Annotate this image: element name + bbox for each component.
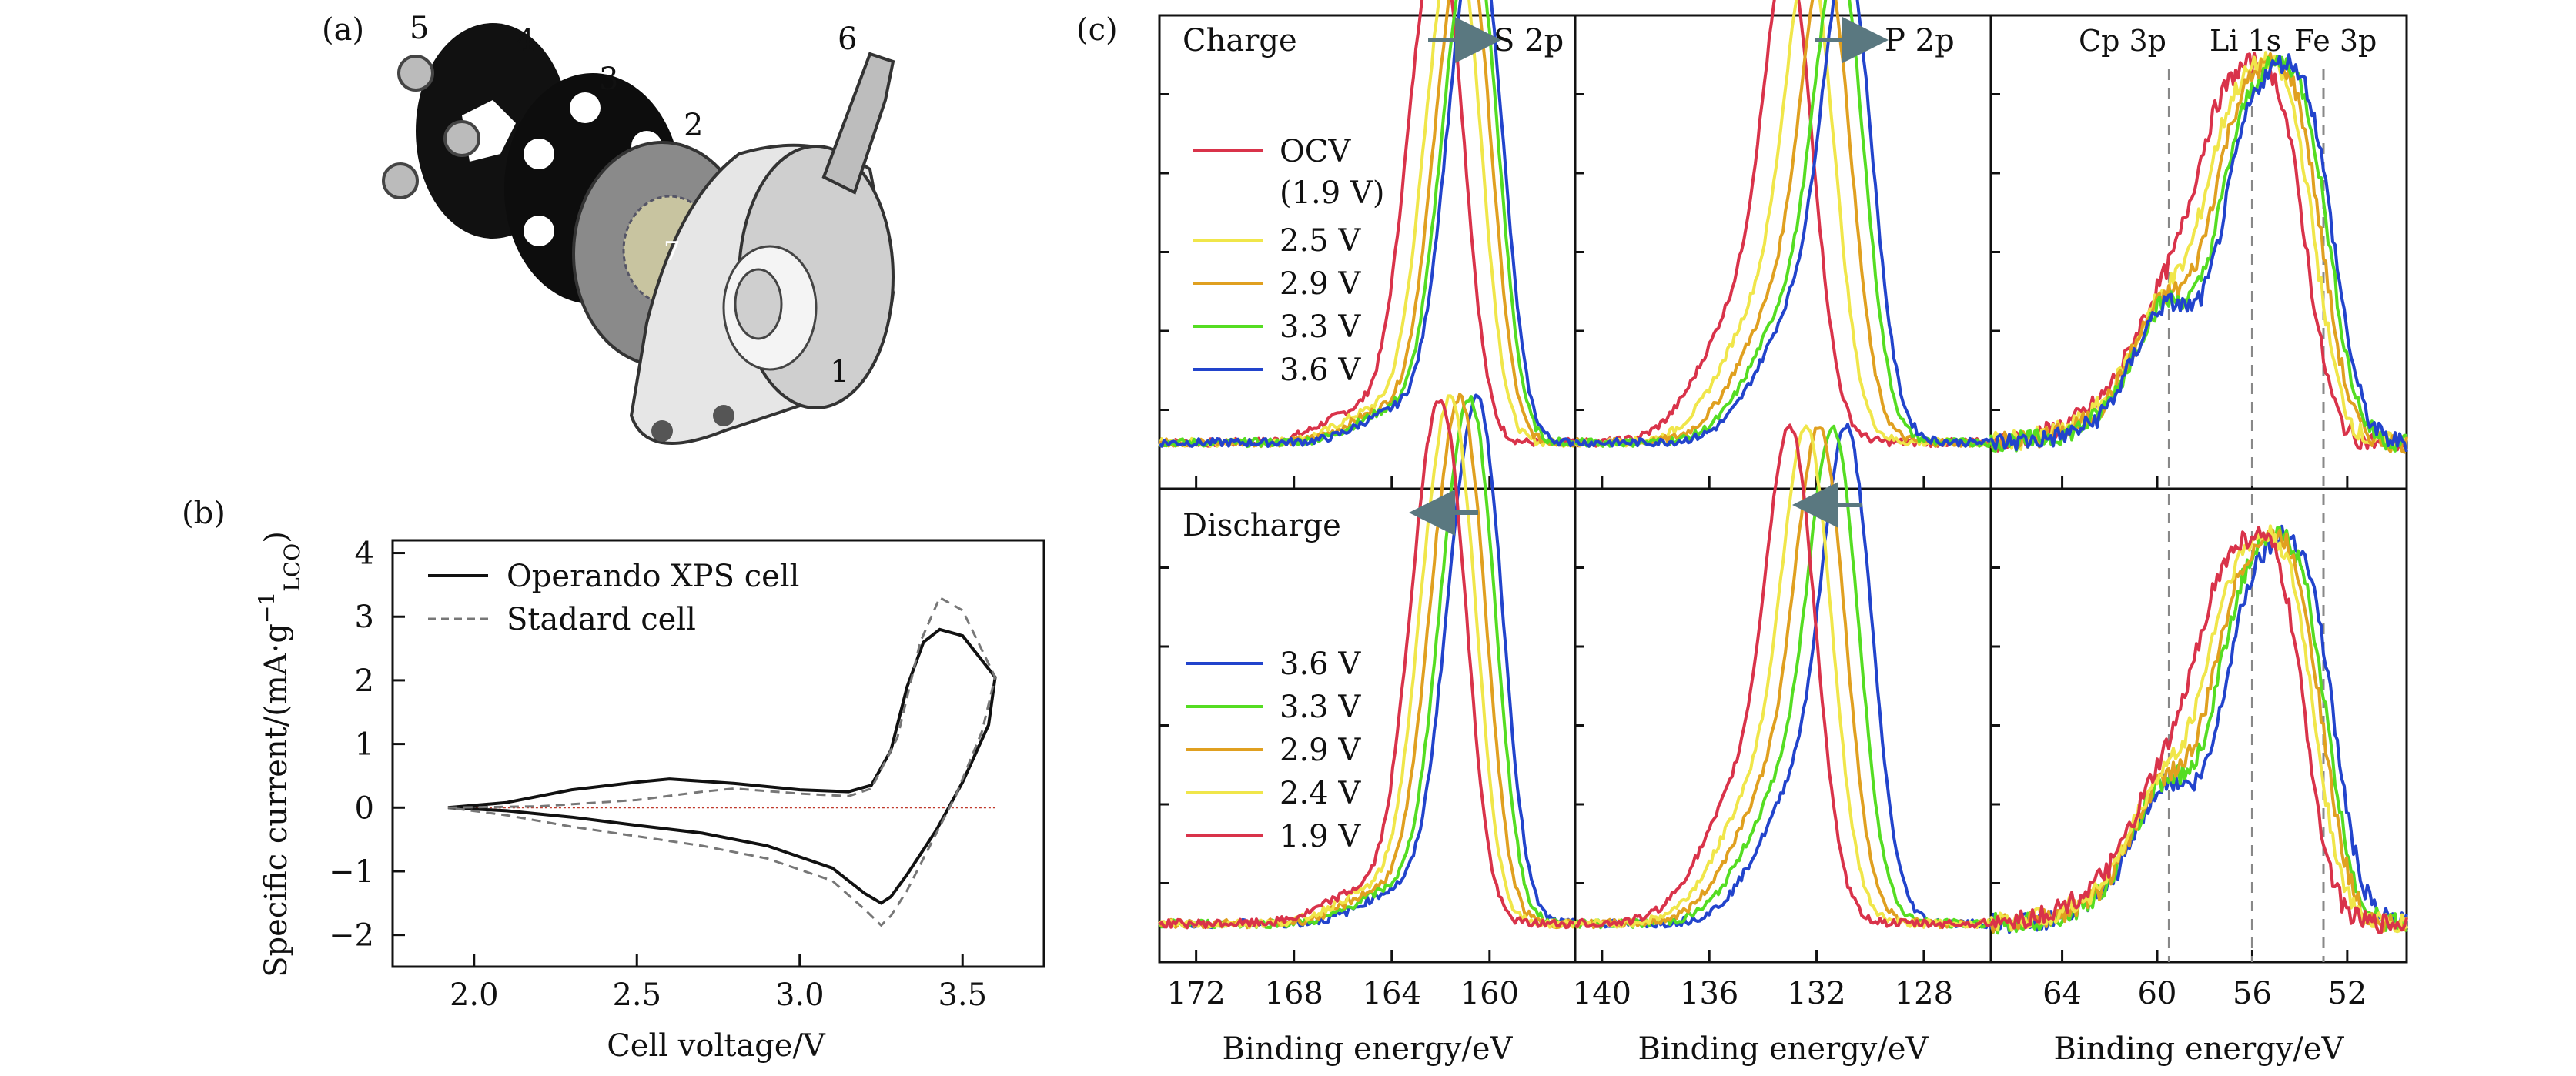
spectrum-discharge-s2p-24: [1159, 394, 1577, 929]
plot-b-ytick-label: 0: [355, 790, 374, 826]
spectrum-charge-s2p-36: [1158, 0, 1577, 448]
xlabel-fe3p: Binding energy/eV: [2054, 1031, 2345, 1067]
row-label-charge: Charge: [1183, 23, 1297, 58]
screw-1: [397, 55, 434, 92]
peak-label-s2p: S 2p: [1494, 23, 1564, 58]
panel-a: (a) 5 4: [322, 11, 895, 445]
plot-b-ytick-label: 4: [355, 536, 374, 572]
callout-7: 7: [664, 236, 681, 267]
callout-4: 4: [516, 23, 535, 58]
spectrum-charge-p2p-36: [1574, 0, 1992, 448]
plot-b-xlabel: Cell voltage/V: [607, 1028, 826, 1064]
plot-c-xtick-label: 172: [1166, 976, 1225, 1011]
ref-label-fe3p: Fe 3p: [2294, 24, 2377, 58]
plot-b-ylabel: Specific current/(mA·g−1LCO): [254, 531, 305, 977]
spectrum-discharge-p2p-29: [1574, 426, 1992, 930]
legend-discharge-1-9v: 1.9 V: [1280, 819, 1361, 854]
ref-label-li1s: Li 1s: [2210, 24, 2281, 58]
callout-1: 1: [830, 354, 849, 389]
panel-c: (c) 172 168 164 160 140 136 132 128 64 60 56 52 Cha…: [1076, 0, 2408, 1067]
spectrum-discharge-s2p-29: [1158, 393, 1577, 930]
spectrum-charge-s2p-33: [1159, 0, 1576, 449]
spectrum-charge-fe3p-29: [1989, 52, 2408, 454]
legend-discharge-3-3v: 3.3 V: [1280, 690, 1361, 725]
plot-b-ytick-label: 1: [355, 727, 374, 763]
legend-discharge: 3.6 V 3.3 V 2.9 V 2.4 V 1.9 V: [1186, 647, 1361, 854]
legend-discharge-3-6v: 3.6 V: [1280, 647, 1361, 682]
spectrum-discharge-fe3p-24: [1989, 524, 2408, 934]
plot-b-xtick-label: 2.0: [450, 977, 499, 1013]
plot-b-xtick-label: 3.0: [775, 977, 825, 1013]
callout-2: 2: [684, 108, 703, 143]
plot-b-xtick-label: 3.5: [938, 977, 987, 1013]
legend-charge-3-6v: 3.6 V: [1280, 353, 1361, 388]
plot-b-ytick-label: −1: [329, 854, 374, 890]
plot-c-xtick-label: 64: [2042, 976, 2082, 1011]
spectrum-discharge-p2p-19: [1574, 423, 1992, 930]
screw-3: [382, 162, 419, 199]
plot-b-ytick-label: 3: [355, 600, 374, 635]
ref-label-cp3p: Cp 3p: [2079, 24, 2166, 58]
spectrum-charge-fe3p-33: [1989, 55, 2407, 453]
callout-6: 6: [838, 22, 857, 57]
series-stadard-cell: [447, 596, 997, 927]
plot-c-spectra: [1158, 0, 2408, 935]
plot-b-xtick-label: 2.5: [612, 977, 661, 1013]
plot-c-xtick-label: 160: [1460, 976, 1519, 1011]
xlabel-s2p: Binding energy/eV: [1223, 1031, 1514, 1067]
spectrum-charge-s2p-19: [1159, 0, 1577, 448]
legend-charge-ocv-voltage: (1.9 V): [1280, 175, 1384, 211]
legend-charge-2-5v: 2.5 V: [1280, 223, 1361, 259]
spectrum-charge-p2p-29: [1574, 0, 1992, 448]
spectrum-discharge-fe3p-29: [1989, 528, 2408, 934]
plot-c-xtick-label: 164: [1363, 976, 1421, 1011]
spectrum-charge-fe3p-19: [1989, 52, 2408, 453]
peak-label-p2p: P 2p: [1885, 23, 1955, 58]
plot-b-ytick-label: 2: [355, 663, 374, 699]
plot-c-reference-lines: [2167, 69, 2325, 962]
spectrum-charge-s2p-29: [1159, 0, 1577, 449]
spectrum-discharge-fe3p-19: [1989, 526, 2408, 934]
panel-c-label: (c): [1076, 12, 1118, 48]
plot-c-xtick-label: 52: [2327, 976, 2367, 1011]
panel-b: (b) 2.0 2.5 3.0 3.5 −2 −1 0 1 2 3 4 Operando XPS c…: [182, 496, 1045, 1064]
legend-charge-3-3v: 3.3 V: [1280, 309, 1361, 345]
plot-c-xtick-label: 136: [1680, 976, 1738, 1011]
spectrum-charge-fe3p-36: [1989, 53, 2408, 453]
legend-discharge-2-9v: 2.9 V: [1280, 733, 1361, 768]
plot-c-xtick-label: 128: [1895, 976, 1953, 1011]
cell-drawing: [382, 23, 895, 445]
plot-c-xtick-label: 132: [1787, 976, 1845, 1011]
plot-c-ticks: 172 168 164 160 140 136 132 128 64 60 56 52: [1159, 93, 2367, 1011]
plot-c-xtick-label: 168: [1265, 976, 1323, 1011]
screw-2: [443, 120, 480, 157]
series-operando-xps-cell: [447, 627, 997, 905]
panel-b-label: (b): [182, 496, 226, 531]
panel-a-label: (a): [322, 12, 364, 48]
plot-b-legend: Operando XPS cell Stadard cell: [428, 559, 799, 637]
legend-label-operando: Operando XPS cell: [507, 559, 799, 594]
plot-b-ticks: 2.0 2.5 3.0 3.5 −2 −1 0 1 2 3 4: [329, 536, 987, 1013]
callout-3: 3: [599, 62, 618, 97]
plot-b-frame: [391, 539, 1045, 968]
plot-c-xtick-label: 60: [2138, 976, 2177, 1011]
legend-charge-2-9v: 2.9 V: [1280, 266, 1361, 302]
callout-5: 5: [410, 11, 429, 46]
legend-discharge-2-4v: 2.4 V: [1280, 776, 1361, 811]
plot-c-xtick-label: 140: [1573, 976, 1631, 1011]
plot-c-xtick-label: 56: [2233, 976, 2272, 1011]
part-6-clip: [821, 52, 895, 195]
spectrum-discharge-s2p-36: [1159, 393, 1577, 930]
spectrum-discharge-fe3p-33: [1989, 526, 2408, 935]
legend-charge-ocv: OCV: [1280, 134, 1351, 169]
spectrum-discharge-s2p-19: [1158, 399, 1577, 930]
plot-b-ytick-label: −2: [329, 918, 374, 954]
legend-label-standard: Stadard cell: [507, 602, 696, 637]
row-label-discharge: Discharge: [1183, 508, 1341, 543]
spectrum-charge-s2p-25: [1158, 0, 1577, 448]
xlabel-p2p: Binding energy/eV: [1638, 1031, 1929, 1067]
legend-charge: OCV (1.9 V) 2.5 V 2.9 V 3.3 V 3.6 V: [1193, 134, 1384, 388]
